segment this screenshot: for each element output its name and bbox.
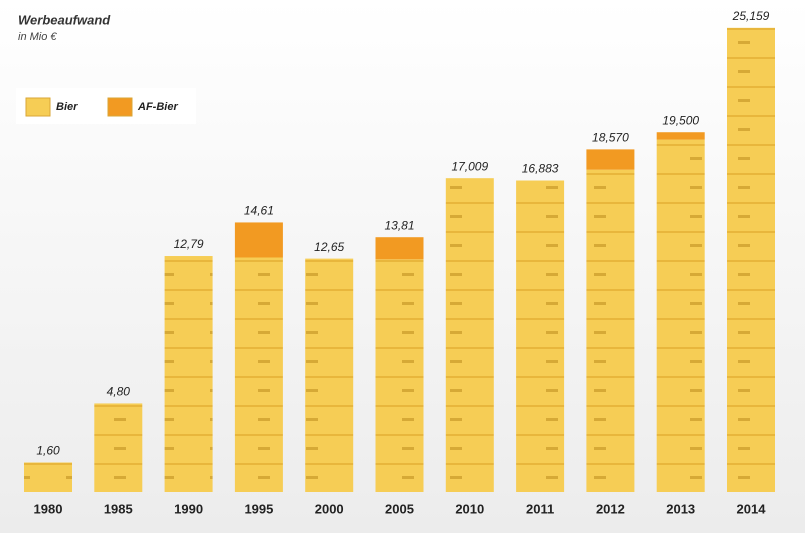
bar-segment xyxy=(445,178,494,492)
bar-segment xyxy=(656,132,705,140)
x-tick-label: 2000 xyxy=(315,501,344,516)
value-label: 13,81 xyxy=(384,218,414,232)
bar-segment xyxy=(305,258,354,492)
value-label: 18,570 xyxy=(592,131,629,145)
bar-segment xyxy=(727,27,775,493)
x-tick-label: 2012 xyxy=(596,501,625,516)
bar-segment xyxy=(94,403,143,492)
x-tick-label: 1995 xyxy=(244,501,273,516)
bar-segment xyxy=(234,257,283,492)
value-label: 1,60 xyxy=(36,444,60,458)
x-tick-label: 2014 xyxy=(737,501,767,516)
bar-segment xyxy=(375,259,424,492)
x-tick-label: 2013 xyxy=(666,501,695,516)
x-tick-label: 2005 xyxy=(385,501,414,516)
legend-label: Bier xyxy=(56,101,78,113)
x-tick-label: 2010 xyxy=(455,501,484,516)
value-label: 14,61 xyxy=(244,204,274,218)
bar-segment xyxy=(586,169,635,492)
bar-segment xyxy=(656,139,705,493)
bar-segment xyxy=(375,237,424,260)
bar-segment xyxy=(164,256,213,492)
value-label: 16,883 xyxy=(522,162,559,176)
legend-swatch xyxy=(107,97,133,117)
value-label: 12,79 xyxy=(174,237,204,251)
x-tick-label: 1985 xyxy=(104,501,133,516)
x-tick-label: 1980 xyxy=(34,501,63,516)
value-label: 12,65 xyxy=(314,240,344,254)
chart-subtitle: in Mio € xyxy=(18,31,57,43)
value-label: 17,009 xyxy=(451,159,488,173)
bar-segment xyxy=(586,149,635,170)
legend-label: AF-Bier xyxy=(137,101,178,113)
value-label: 19,500 xyxy=(662,113,699,127)
bar-segment xyxy=(234,222,283,258)
legend-swatch xyxy=(25,97,51,117)
chart-title: Werbeaufwand xyxy=(18,12,111,27)
x-tick-label: 1990 xyxy=(174,501,203,516)
x-tick-label: 2011 xyxy=(526,501,554,516)
value-label: 4,80 xyxy=(107,385,131,399)
bar-segment xyxy=(24,462,72,492)
bar-segment xyxy=(516,180,565,492)
value-label: 25,159 xyxy=(732,9,770,23)
